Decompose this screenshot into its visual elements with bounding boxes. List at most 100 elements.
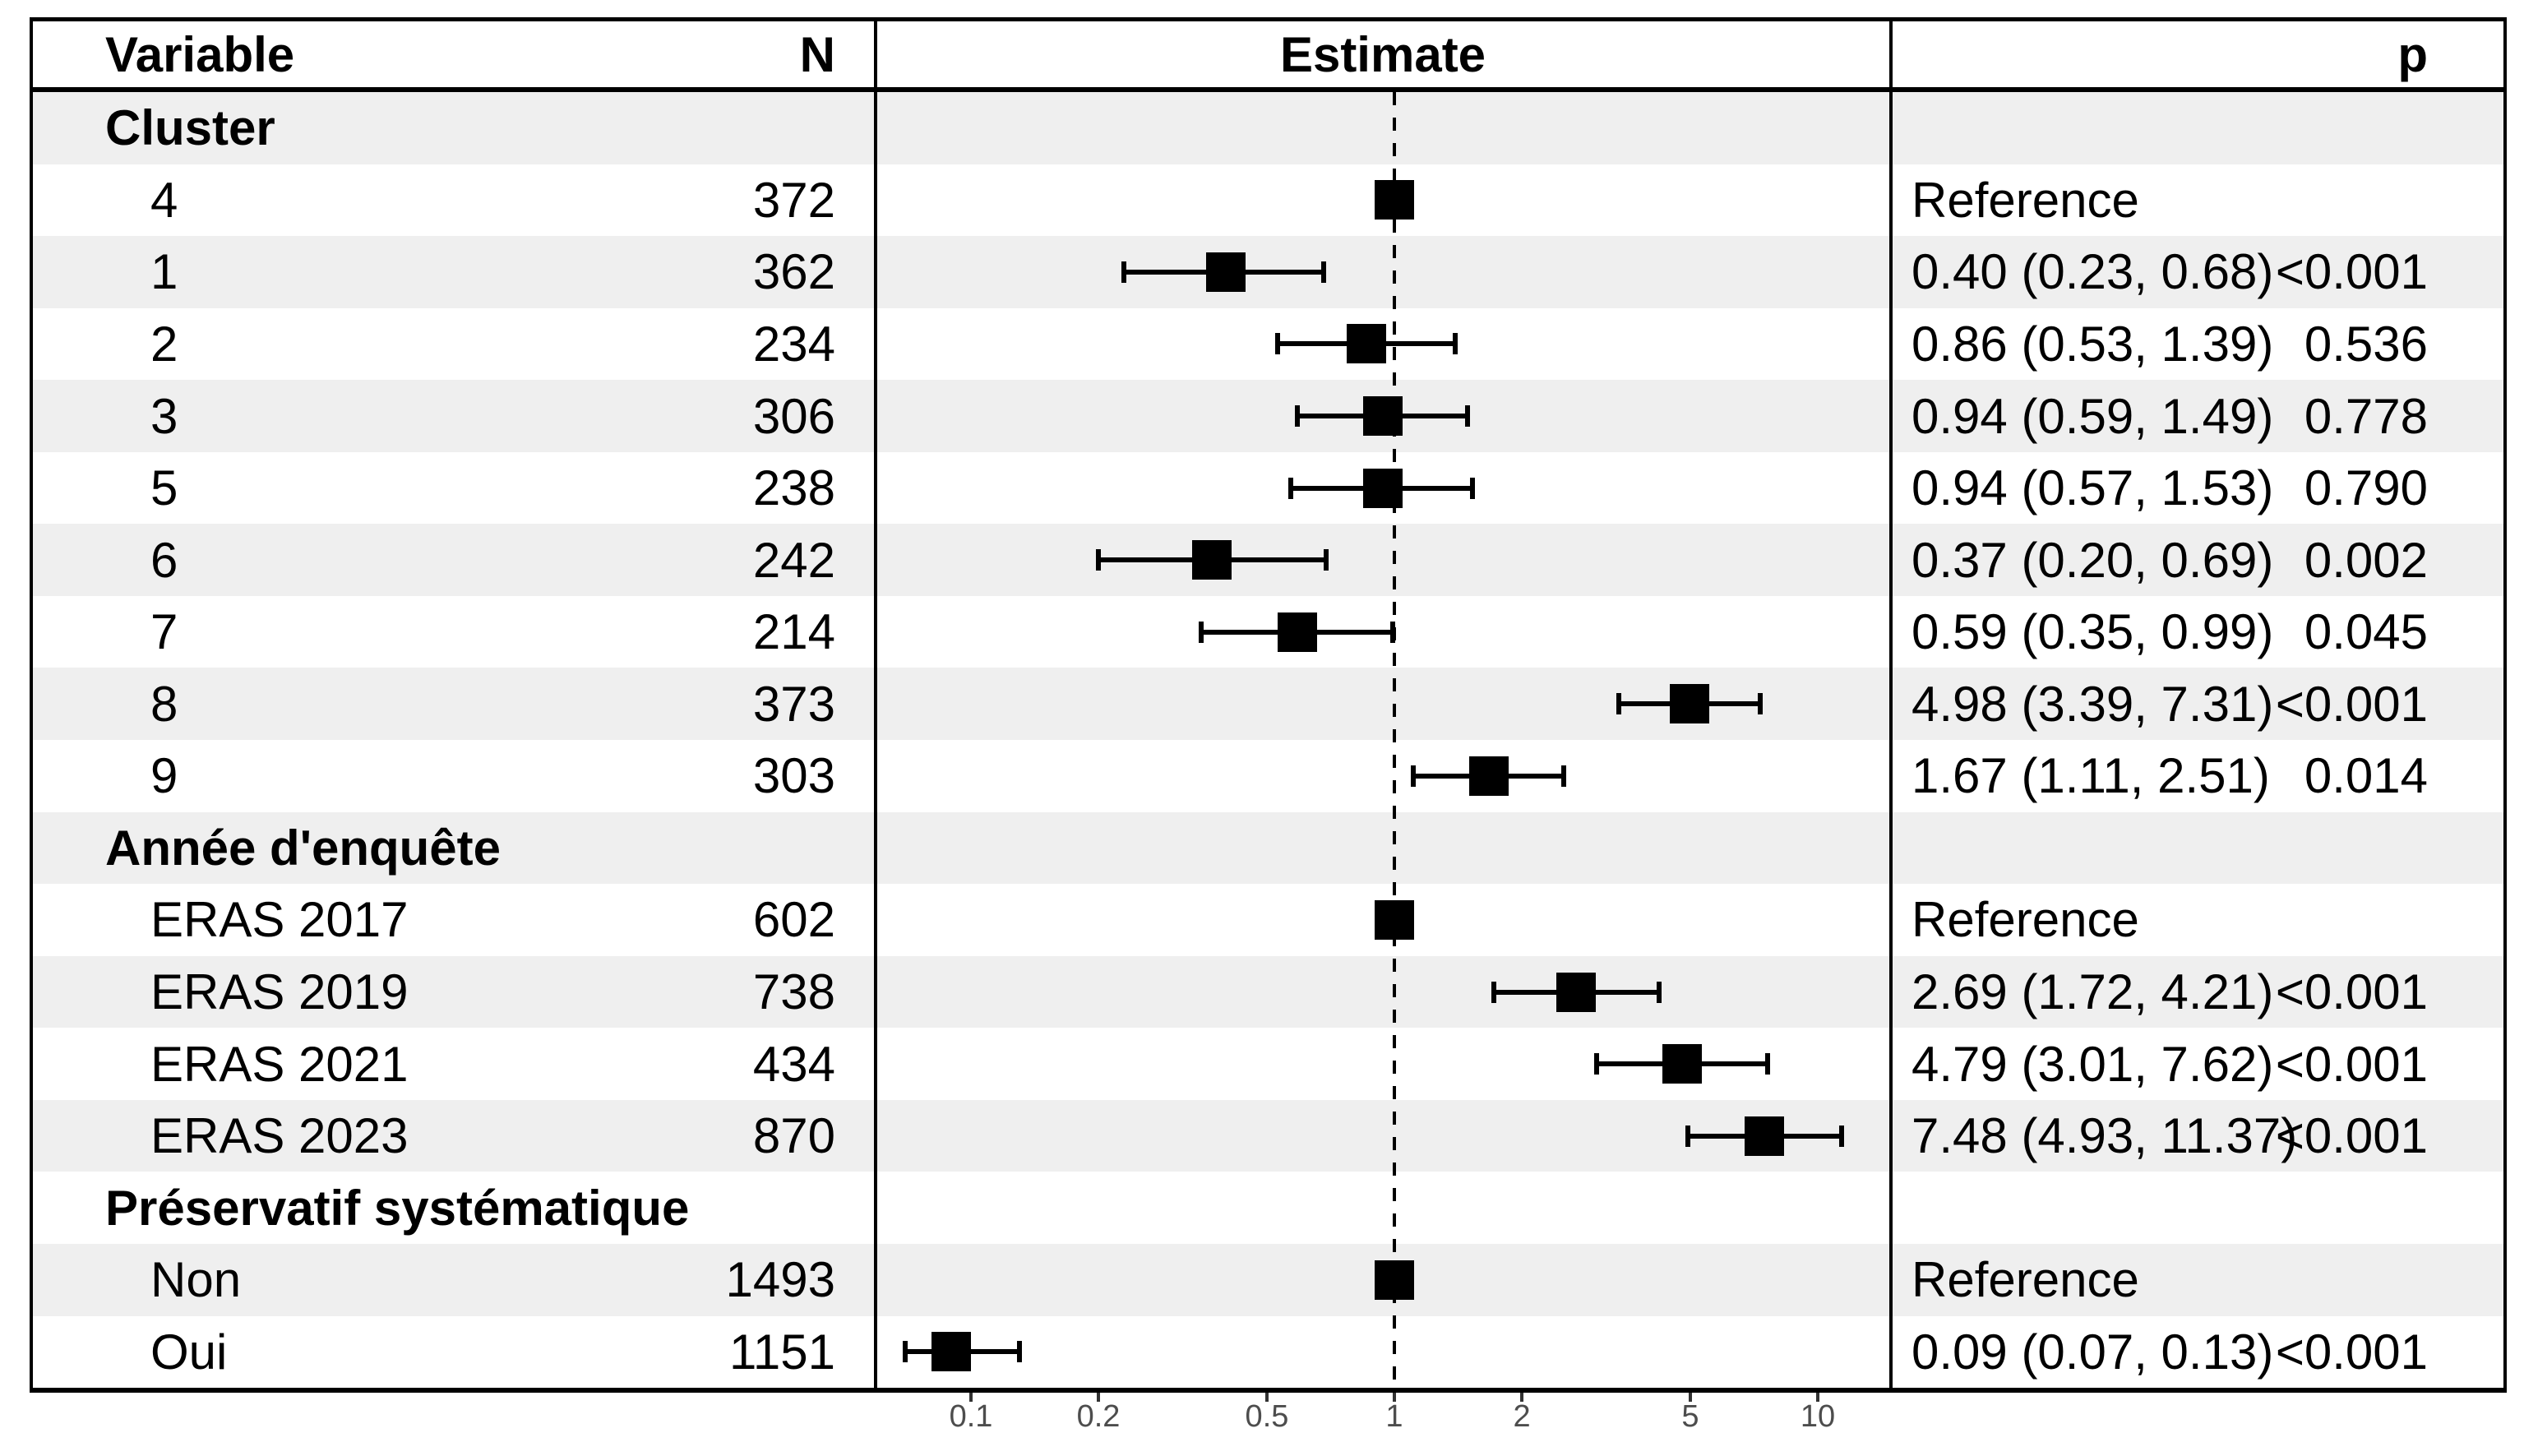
p-value: 0.536 xyxy=(2304,316,2428,372)
n-value: 1151 xyxy=(728,1324,835,1380)
ci-cap-low xyxy=(1288,477,1294,499)
variable-label: 6 xyxy=(150,532,178,588)
estimate-marker xyxy=(1670,684,1710,724)
p-value: 0.002 xyxy=(2304,532,2428,588)
x-tick-label: 5 xyxy=(1681,1399,1699,1434)
variable-label: 7 xyxy=(150,604,178,660)
estimate-marker xyxy=(1468,756,1509,796)
column-header-p: p xyxy=(2397,26,2428,82)
estimate-marker xyxy=(1191,540,1232,580)
variable-label: 4 xyxy=(150,172,178,228)
row-stripe xyxy=(33,1243,2503,1316)
ci-text: 0.59 (0.35, 0.99) xyxy=(1911,604,2274,660)
estimate-marker xyxy=(1375,899,1414,940)
p-value: <0.001 xyxy=(2275,1108,2428,1164)
estimate-marker xyxy=(1745,1116,1785,1156)
reference-line xyxy=(1393,92,1396,1388)
n-value: 434 xyxy=(752,1036,835,1092)
ci-cap-low xyxy=(1411,765,1417,787)
estimate-marker xyxy=(1363,396,1403,437)
variable-label: 1 xyxy=(150,244,178,300)
column-header-n: N xyxy=(799,26,835,82)
variable-label: Non xyxy=(150,1252,242,1308)
ci-cap-high xyxy=(1757,693,1763,715)
ci-cap-high xyxy=(1656,981,1662,1003)
column-header-estimate: Estimate xyxy=(1279,26,1486,82)
estimate-marker xyxy=(1277,612,1317,652)
row-stripe xyxy=(33,1099,2503,1172)
p-value: <0.001 xyxy=(2275,964,2428,1019)
x-tick-label: 2 xyxy=(1513,1399,1531,1434)
ci-cap-low xyxy=(1275,333,1280,355)
row-stripe xyxy=(33,811,2503,885)
column-divider-estimate-p xyxy=(1889,17,1893,1393)
variable-label: ERAS 2021 xyxy=(150,1036,409,1092)
ci-cap-high xyxy=(1765,1053,1771,1075)
row-stripe xyxy=(33,380,2503,452)
x-tick xyxy=(1816,1393,1819,1402)
p-value: 0.790 xyxy=(2304,460,2428,516)
p-value: <0.001 xyxy=(2275,1324,2428,1380)
ci-text: 0.94 (0.57, 1.53) xyxy=(1911,460,2274,516)
ci-text: 2.69 (1.72, 4.21) xyxy=(1911,964,2274,1019)
x-tick xyxy=(1688,1393,1692,1402)
row-stripe xyxy=(33,955,2503,1028)
ci-cap-low xyxy=(903,1341,908,1363)
ci-cap-high xyxy=(1465,405,1471,428)
group-label: Préservatif systématique xyxy=(105,1180,690,1236)
ci-cap-low xyxy=(1616,693,1622,715)
group-label: Année d'enquête xyxy=(105,820,501,876)
x-tick-label: 1 xyxy=(1385,1399,1403,1434)
x-tick xyxy=(1393,1393,1396,1402)
n-value: 602 xyxy=(752,892,835,948)
ci-text: 0.09 (0.07, 0.13) xyxy=(1911,1324,2274,1380)
variable-label: 8 xyxy=(150,676,178,732)
estimate-marker xyxy=(931,1332,972,1372)
n-value: 1493 xyxy=(725,1252,835,1308)
n-value: 738 xyxy=(752,964,835,1019)
n-value: 238 xyxy=(752,460,835,516)
x-tick-label: 10 xyxy=(1800,1399,1836,1434)
x-tick xyxy=(1520,1393,1524,1402)
row-stripe xyxy=(33,92,2503,164)
ci-cap-low xyxy=(1121,261,1127,283)
estimate-marker xyxy=(1347,324,1387,364)
x-tick xyxy=(1264,1393,1269,1402)
estimate-marker xyxy=(1662,1044,1703,1084)
ci-cap-high xyxy=(1389,621,1395,643)
ci-cap-low xyxy=(1491,981,1497,1003)
ci-cap-low xyxy=(1685,1125,1690,1147)
variable-label: ERAS 2017 xyxy=(150,892,409,948)
column-header-variable: Variable xyxy=(105,26,295,82)
estimate-marker xyxy=(1375,180,1414,220)
n-value: 234 xyxy=(752,316,835,372)
estimate-marker xyxy=(1375,1260,1414,1300)
p-value: <0.001 xyxy=(2275,244,2428,300)
ci-cap-low xyxy=(1199,621,1204,643)
reference-text: Reference xyxy=(1911,1252,2139,1308)
variable-label: ERAS 2019 xyxy=(150,964,409,1019)
estimate-marker xyxy=(1556,972,1597,1012)
ci-text: 4.79 (3.01, 7.62) xyxy=(1911,1036,2274,1092)
n-value: 870 xyxy=(752,1108,835,1164)
x-tick xyxy=(969,1393,973,1402)
ci-cap-high xyxy=(1320,261,1326,283)
variable-label: 2 xyxy=(150,316,178,372)
n-value: 362 xyxy=(752,244,835,300)
variable-label: 3 xyxy=(150,388,178,444)
n-value: 373 xyxy=(752,676,835,732)
n-value: 242 xyxy=(752,532,835,588)
column-divider-n-estimate xyxy=(874,17,877,1393)
ci-cap-low xyxy=(1096,549,1102,571)
ci-cap-high xyxy=(1016,1341,1022,1363)
x-tick-label: 0.2 xyxy=(1076,1399,1121,1434)
ci-cap-high xyxy=(1452,333,1458,355)
x-tick-label: 0.1 xyxy=(949,1399,993,1434)
ci-text: 4.98 (3.39, 7.31) xyxy=(1911,676,2274,732)
n-value: 214 xyxy=(752,604,835,660)
ci-text: 0.94 (0.59, 1.49) xyxy=(1911,388,2274,444)
ci-cap-high xyxy=(1324,549,1329,571)
ci-cap-low xyxy=(1294,405,1300,428)
variable-label: 5 xyxy=(150,460,178,516)
